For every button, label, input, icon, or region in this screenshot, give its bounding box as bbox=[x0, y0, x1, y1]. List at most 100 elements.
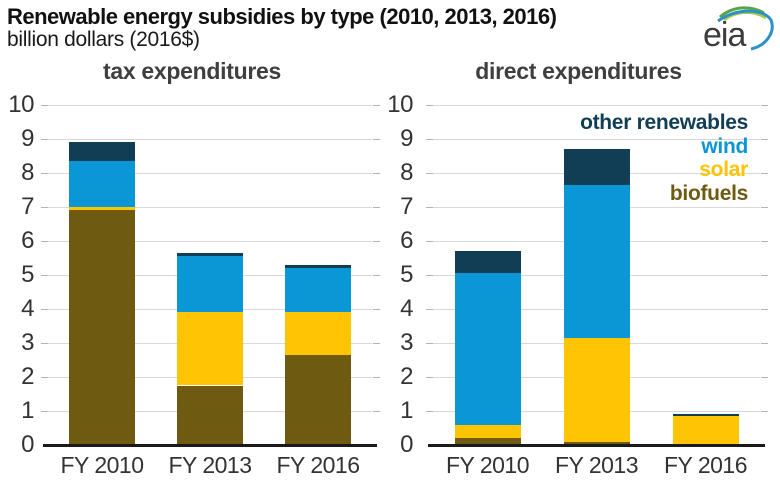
y-axis-label: 1 bbox=[400, 397, 413, 424]
bar-fy-2010-wind bbox=[69, 161, 135, 207]
y-axis-label: 4 bbox=[400, 295, 413, 322]
axis-tick bbox=[373, 342, 380, 344]
bar-fy-2013-biofuels bbox=[563, 441, 630, 445]
x-axis-label: FY 2016 bbox=[276, 452, 360, 478]
x-axis-label: FY 2013 bbox=[554, 452, 639, 478]
axis-tick bbox=[761, 308, 768, 310]
gridline bbox=[48, 138, 372, 140]
legend-entry-biofuels: biofuels bbox=[669, 181, 748, 205]
axis-tick bbox=[41, 308, 48, 310]
bar-fy-2010-biofuels bbox=[454, 438, 521, 445]
bar-fy-2010-wind bbox=[454, 273, 521, 425]
y-axis-label: 5 bbox=[21, 261, 34, 288]
axis-tick bbox=[761, 410, 768, 412]
axis-tick bbox=[373, 410, 380, 412]
bar-fy-2010-solar bbox=[454, 424, 521, 439]
axis-tick bbox=[761, 172, 768, 174]
axis-tick bbox=[41, 240, 48, 242]
eia-logo-text: eia bbox=[703, 16, 746, 52]
chart-title: Renewable energy subsidies by type (2010… bbox=[7, 4, 557, 29]
y-axis-label: 10 bbox=[387, 91, 413, 118]
y-axis-label: 9 bbox=[21, 125, 34, 152]
axis-tick bbox=[41, 104, 48, 106]
bar-fy-2013-other-renewables bbox=[177, 252, 243, 257]
axis-tick bbox=[41, 376, 48, 378]
bar-fy-2013-solar bbox=[177, 312, 243, 386]
gridline bbox=[48, 206, 372, 208]
bar-fy-2016-biofuels bbox=[285, 354, 351, 445]
gridline bbox=[48, 104, 372, 106]
eia-logo-graphic: eia bbox=[703, 6, 774, 54]
axis-tick bbox=[373, 274, 380, 276]
axis-tick bbox=[373, 138, 380, 140]
y-axis-label: 8 bbox=[400, 159, 413, 186]
axis-tick bbox=[426, 342, 433, 344]
y-axis-label: 6 bbox=[400, 227, 413, 254]
y-axis-label: 10 bbox=[8, 91, 34, 118]
y-axis-label: 7 bbox=[21, 193, 34, 220]
bar-fy-2016-solar bbox=[672, 416, 739, 445]
y-axis-label: 2 bbox=[21, 363, 34, 390]
axis-tick bbox=[761, 342, 768, 344]
axis-tick bbox=[426, 308, 433, 310]
axis-tick bbox=[373, 206, 380, 208]
axis-tick bbox=[761, 240, 768, 242]
bar-fy-2010-biofuels bbox=[69, 210, 135, 445]
bar-fy-2016-other-renewables bbox=[285, 264, 351, 269]
axis-tick bbox=[373, 172, 380, 174]
bar-fy-2013-other-renewables bbox=[563, 149, 630, 185]
panel-title-tax-expenditures: tax expenditures bbox=[103, 58, 281, 84]
x-axis-label: FY 2010 bbox=[445, 452, 530, 478]
axis-tick bbox=[41, 172, 48, 174]
y-axis-label: 2 bbox=[400, 363, 413, 390]
bar-fy-2013-wind bbox=[177, 256, 243, 313]
y-axis-label: 7 bbox=[400, 193, 413, 220]
bar-fy-2016-wind bbox=[285, 268, 351, 313]
bar-fy-2016-other-renewables bbox=[672, 414, 739, 417]
axis-tick bbox=[426, 104, 433, 106]
gridline bbox=[48, 240, 372, 242]
y-axis-label: 1 bbox=[21, 397, 34, 424]
y-axis-label: 8 bbox=[21, 159, 34, 186]
bar-fy-2013-biofuels bbox=[177, 385, 243, 445]
y-axis-label: 3 bbox=[400, 329, 413, 356]
axis-tick bbox=[426, 410, 433, 412]
x-axis-line bbox=[43, 444, 377, 447]
axis-tick bbox=[426, 206, 433, 208]
y-axis-label: 3 bbox=[21, 329, 34, 356]
legend-entry-other-renewables: other renewables bbox=[580, 111, 748, 134]
gridline bbox=[433, 104, 760, 106]
legend: other renewables wind solar biofuels bbox=[580, 111, 748, 205]
axis-tick bbox=[761, 138, 768, 140]
chart-subtitle: billion dollars (2016$) bbox=[7, 28, 200, 51]
y-axis-label: 9 bbox=[400, 125, 413, 152]
axis-tick bbox=[373, 308, 380, 310]
x-axis-label: FY 2013 bbox=[168, 452, 252, 478]
axis-tick bbox=[761, 104, 768, 106]
legend-entry-solar: solar bbox=[699, 158, 748, 181]
x-axis-label: FY 2010 bbox=[60, 452, 144, 478]
axis-tick bbox=[41, 410, 48, 412]
y-axis-label: 6 bbox=[21, 227, 34, 254]
gridline bbox=[48, 172, 372, 174]
bar-fy-2010-other-renewables bbox=[454, 251, 521, 274]
gridline bbox=[433, 138, 760, 140]
axis-tick bbox=[761, 274, 768, 276]
axis-tick bbox=[373, 376, 380, 378]
axis-tick bbox=[373, 104, 380, 106]
axis-tick bbox=[426, 172, 433, 174]
axis-tick bbox=[426, 274, 433, 276]
bar-fy-2013-solar bbox=[563, 337, 630, 442]
axis-tick bbox=[41, 274, 48, 276]
axis-tick bbox=[426, 138, 433, 140]
axis-tick bbox=[761, 206, 768, 208]
bar-fy-2010-other-renewables bbox=[69, 142, 135, 162]
eia-logo-blue-swoosh bbox=[717, 9, 774, 51]
axis-tick bbox=[41, 138, 48, 140]
y-axis-label: 0 bbox=[21, 431, 34, 458]
y-axis-label: 5 bbox=[400, 261, 413, 288]
axis-tick bbox=[426, 376, 433, 378]
x-axis-line bbox=[428, 444, 765, 447]
axis-tick bbox=[41, 342, 48, 344]
